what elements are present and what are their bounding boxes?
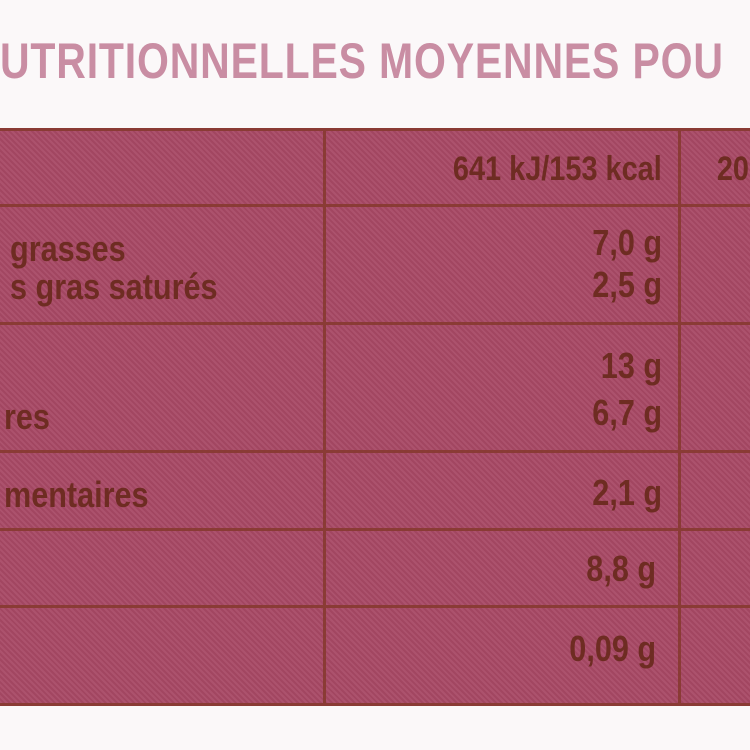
section-title: UTRITIONNELLES MOYENNES POU <box>0 33 724 89</box>
column-header: 20 <box>716 150 749 188</box>
row-value: 2,1 g <box>592 472 662 513</box>
row-line <box>0 450 750 453</box>
row-label: grasses <box>10 228 126 269</box>
row-value: 7,0 g <box>592 222 662 263</box>
row-value: 6,7 g <box>592 392 662 433</box>
table-panel <box>0 128 750 706</box>
row-line <box>0 128 750 131</box>
column-line <box>678 128 681 706</box>
row-line <box>0 204 750 207</box>
row-line <box>0 703 750 706</box>
row-value: 2,5 g <box>592 264 662 305</box>
row-label: res <box>4 396 50 437</box>
row-line <box>0 322 750 325</box>
row-value: 8,8 g <box>586 548 656 589</box>
row-value: 13 g <box>600 345 662 386</box>
row-label: s gras saturés <box>10 266 218 307</box>
column-line <box>323 128 326 706</box>
row-value: 0,09 g <box>569 628 656 669</box>
row-line <box>0 528 750 531</box>
row-label: mentaires <box>4 474 149 515</box>
row-line <box>0 605 750 608</box>
column-header: 641 kJ/153 kcal <box>453 150 662 188</box>
